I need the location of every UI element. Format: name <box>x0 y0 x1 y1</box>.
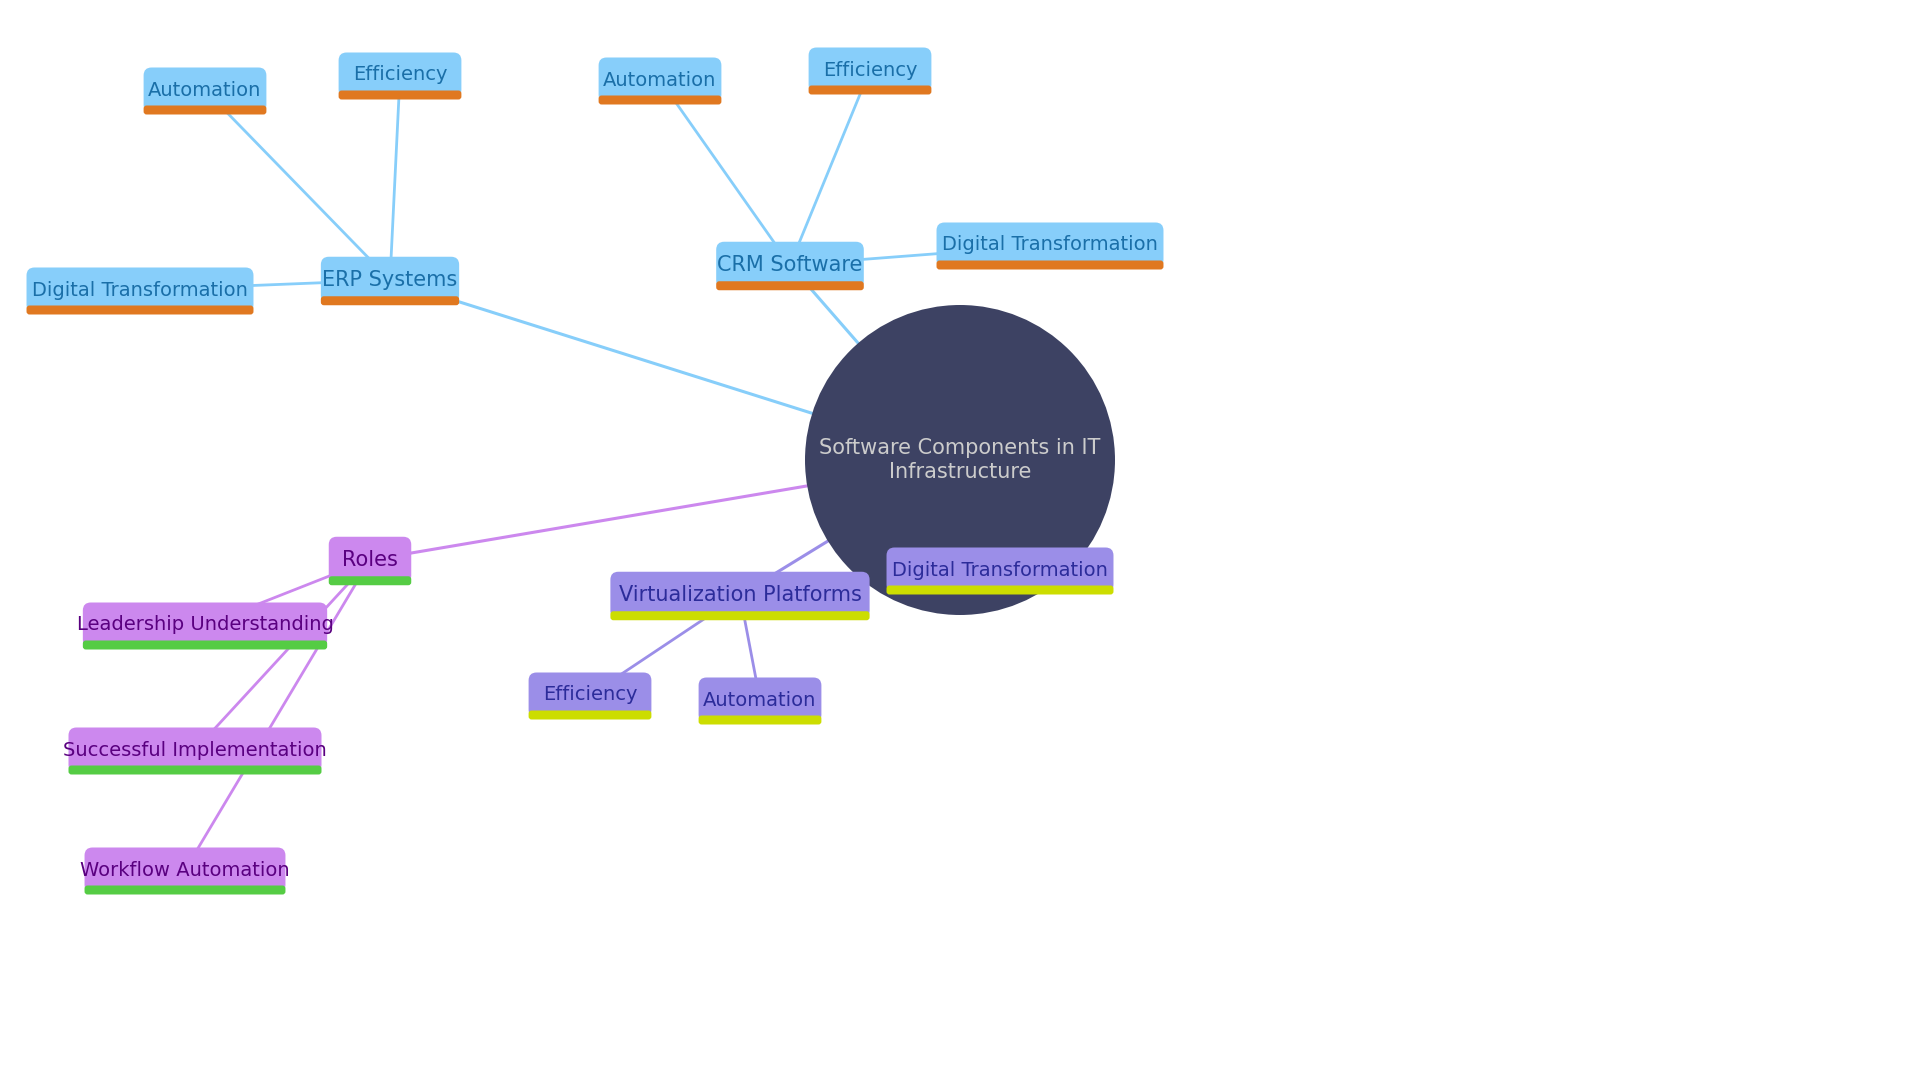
FancyBboxPatch shape <box>611 571 870 618</box>
FancyBboxPatch shape <box>144 106 267 114</box>
FancyBboxPatch shape <box>69 728 321 772</box>
Text: Digital Transformation: Digital Transformation <box>33 281 248 299</box>
Text: Digital Transformation: Digital Transformation <box>943 235 1158 255</box>
FancyBboxPatch shape <box>599 95 722 105</box>
Text: Roles: Roles <box>342 550 397 570</box>
FancyBboxPatch shape <box>27 306 253 314</box>
Text: ERP Systems: ERP Systems <box>323 270 457 291</box>
Text: Workflow Automation: Workflow Automation <box>81 861 290 879</box>
FancyBboxPatch shape <box>144 67 267 112</box>
Text: Virtualization Platforms: Virtualization Platforms <box>618 585 862 605</box>
FancyBboxPatch shape <box>699 715 822 725</box>
FancyBboxPatch shape <box>528 711 651 719</box>
Text: Efficiency: Efficiency <box>543 686 637 704</box>
FancyBboxPatch shape <box>887 585 1114 594</box>
FancyBboxPatch shape <box>528 673 651 717</box>
FancyBboxPatch shape <box>84 848 286 892</box>
FancyBboxPatch shape <box>84 886 286 894</box>
Text: Automation: Automation <box>603 70 716 90</box>
Text: Successful Implementation: Successful Implementation <box>63 741 326 759</box>
FancyBboxPatch shape <box>83 640 326 649</box>
FancyBboxPatch shape <box>808 85 931 94</box>
FancyBboxPatch shape <box>599 57 722 103</box>
Text: Leadership Understanding: Leadership Understanding <box>77 616 334 634</box>
Text: Digital Transformation: Digital Transformation <box>893 561 1108 580</box>
FancyBboxPatch shape <box>328 577 411 585</box>
FancyBboxPatch shape <box>69 766 321 774</box>
FancyBboxPatch shape <box>338 53 461 97</box>
Text: CRM Software: CRM Software <box>718 255 862 275</box>
FancyBboxPatch shape <box>716 242 864 288</box>
FancyBboxPatch shape <box>937 222 1164 268</box>
FancyBboxPatch shape <box>699 677 822 723</box>
Text: Automation: Automation <box>148 81 261 99</box>
FancyBboxPatch shape <box>937 260 1164 270</box>
FancyBboxPatch shape <box>321 296 459 306</box>
FancyBboxPatch shape <box>808 48 931 93</box>
Text: Automation: Automation <box>703 690 816 710</box>
FancyBboxPatch shape <box>887 548 1114 593</box>
Circle shape <box>804 305 1116 615</box>
FancyBboxPatch shape <box>338 91 461 99</box>
FancyBboxPatch shape <box>716 281 864 291</box>
Text: Efficiency: Efficiency <box>824 60 918 80</box>
FancyBboxPatch shape <box>611 611 870 620</box>
FancyBboxPatch shape <box>83 603 326 648</box>
FancyBboxPatch shape <box>321 257 459 303</box>
Text: Software Components in IT
Infrastructure: Software Components in IT Infrastructure <box>820 438 1100 482</box>
Text: Efficiency: Efficiency <box>353 66 447 84</box>
FancyBboxPatch shape <box>328 537 411 583</box>
FancyBboxPatch shape <box>27 268 253 312</box>
